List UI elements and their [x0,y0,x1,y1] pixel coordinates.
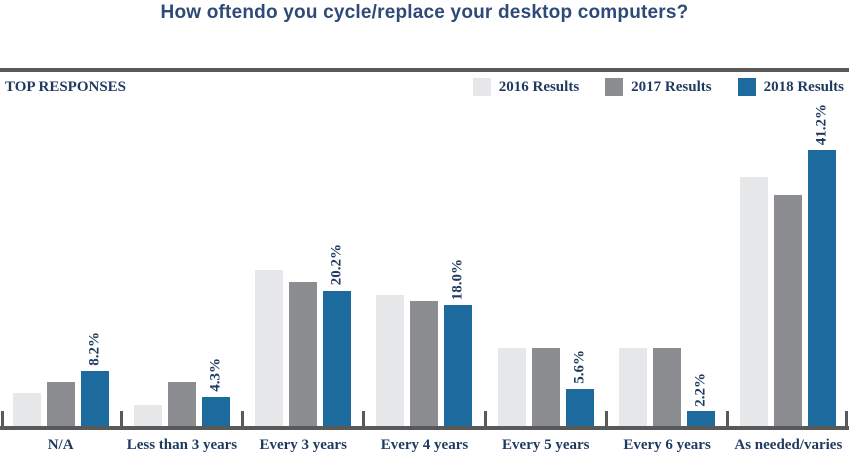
axis-tick [1,411,4,426]
category-label-3: Every 3 years [259,437,347,453]
axis-tick [483,411,487,426]
bar-2017-4 [410,301,439,426]
category-label-5: Every 5 years [502,437,590,453]
bar-group-5: 5.6% [485,96,606,426]
category-label-6: Every 6 years [623,437,711,453]
bar-value-label: 8.2% [86,332,103,367]
bar-2016-1 [12,393,41,426]
bar-2018-6: 2.2% [687,373,716,426]
category-labels: N/A Less than 3 years Every 3 years Every 4… [0,437,849,459]
bar-2018-4: 18.0% [444,259,473,426]
bar-2016-7 [740,177,769,426]
bar-2016-5 [497,347,526,426]
bar-value-label: 2.2% [692,372,709,407]
legend-swatch-2017 [605,78,624,96]
legend-label-2016: 2016 Results [498,78,580,95]
bar-group-3: 20.2% [243,96,364,426]
bar-value-label: 5.6% [571,349,588,384]
axis-tick [845,411,848,426]
bar-value-label: 4.3% [207,358,224,393]
legend-item-2017: 2017 Results [605,78,712,96]
bar-2018-7: 41.2% [808,104,837,426]
axis-tick [119,411,123,426]
plot-area: 8.2% 4.3% 20.2% 18.0% 5.6% 2.2% 41.2% [0,96,849,426]
category-label-1: N/A [47,437,74,453]
bar-2018-1: 8.2% [80,332,109,426]
bar-group-4: 18.0% [364,96,485,426]
bar-2017-6 [653,348,682,426]
legend-item-2018: 2018 Results [737,78,844,96]
bar-2017-3 [289,281,318,426]
bar-group-1: 8.2% [0,96,121,426]
category-label-7: As needed/varies [734,437,843,453]
legend-swatch-2016 [472,78,491,96]
bar-2016-6 [619,347,648,426]
bar-2017-2 [167,382,196,426]
bar-2017-1 [46,381,75,426]
category-label-2: Less than 3 years [126,437,238,453]
bar-2018-2: 4.3% [201,358,230,426]
legend-label-2017: 2017 Results [631,78,712,95]
legend-label-2018: 2018 Results [763,78,844,95]
bar-2017-7 [774,194,803,426]
legend-item-2016: 2016 Results [472,78,580,96]
axis-tick [726,411,730,426]
axis-tick [604,411,608,426]
bar-value-label: 41.2% [813,103,830,145]
axis-tick [362,411,366,426]
bar-2016-2 [133,405,162,426]
bar-group-7: 41.2% [728,96,849,426]
bar-2018-5: 5.6% [565,350,594,426]
x-axis-line [0,426,849,430]
bar-group-2: 4.3% [121,96,242,426]
legend: 2016 Results 2017 Results 2018 Results [472,78,844,96]
top-responses-label: TOP RESPONSES [5,79,127,95]
bar-value-label: 20.2% [328,244,345,286]
bar-2018-3: 20.2% [323,244,352,426]
header-divider [0,68,849,72]
bar-group-6: 2.2% [606,96,727,426]
bar-2016-3 [255,269,284,426]
axis-tick [241,411,245,426]
chart-title: How oftendo you cycle/replace your deskt… [160,2,689,23]
bar-value-label: 18.0% [449,259,466,301]
bar-2016-4 [376,295,405,426]
legend-swatch-2018 [737,78,756,96]
bar-2017-5 [531,347,560,426]
category-label-4: Every 4 years [380,437,469,453]
